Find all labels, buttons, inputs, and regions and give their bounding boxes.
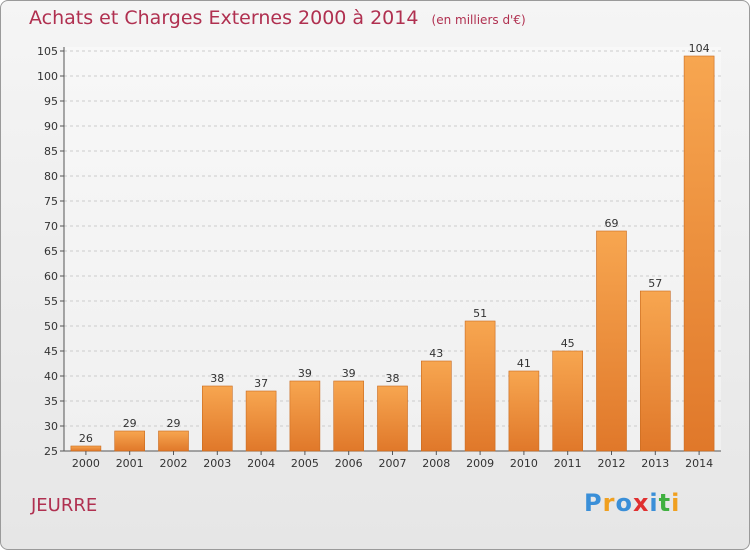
y-tick-label: 60	[44, 270, 58, 283]
x-tick-label: 2010	[510, 457, 538, 470]
bar-value-label: 41	[517, 357, 531, 370]
y-tick-label: 65	[44, 245, 58, 258]
y-tick-label: 95	[44, 95, 58, 108]
bar-value-label: 57	[648, 277, 662, 290]
bar	[70, 445, 102, 452]
bar	[245, 390, 277, 452]
y-tick-label: 90	[44, 120, 58, 133]
x-tick-label: 2011	[554, 457, 582, 470]
bar-value-label: 104	[689, 42, 710, 55]
bar	[683, 55, 715, 452]
x-tick-label: 2007	[379, 457, 407, 470]
y-tick-label: 70	[44, 220, 58, 233]
bar	[639, 290, 671, 452]
x-tick-label: 2003	[203, 457, 231, 470]
y-tick-label: 25	[44, 445, 58, 458]
x-tick-label: 2004	[247, 457, 275, 470]
y-tick-label: 80	[44, 170, 58, 183]
bar-value-label: 37	[254, 377, 268, 390]
bar	[202, 385, 233, 452]
commune-name: JEURRE	[31, 495, 98, 516]
bar	[333, 380, 365, 452]
x-tick-label: 2002	[160, 457, 188, 470]
bar	[420, 360, 452, 452]
bar-value-label: 43	[429, 347, 443, 360]
bar-value-label: 51	[473, 307, 487, 320]
bar	[508, 370, 540, 452]
logo-letter: r	[602, 489, 616, 517]
y-tick-label: 30	[44, 420, 58, 433]
bar-value-label: 29	[167, 417, 181, 430]
y-tick-label: 40	[44, 370, 58, 383]
y-tick-label: 50	[44, 320, 58, 333]
x-tick-label: 2012	[598, 457, 626, 470]
logo-letter: P	[584, 489, 603, 517]
bar-value-label: 26	[79, 432, 93, 445]
bar-value-label: 38	[210, 372, 224, 385]
y-tick-label: 105	[37, 45, 58, 58]
y-tick-label: 45	[44, 345, 58, 358]
y-tick-label: 85	[44, 145, 58, 158]
y-tick-label: 35	[44, 395, 58, 408]
bar	[377, 385, 408, 452]
bar	[158, 430, 189, 452]
logo-letter: o	[615, 489, 633, 517]
bar	[596, 230, 627, 452]
x-tick-label: 2008	[422, 457, 450, 470]
chart-title: Achats et Charges Externes 2000 à 2014	[29, 7, 419, 29]
x-tick-label: 2006	[335, 457, 363, 470]
logo-letter: x	[632, 489, 650, 517]
x-tick-label: 2009	[466, 457, 494, 470]
logo-letter: i	[671, 489, 681, 517]
chart-subtitle: (en milliers d'€)	[431, 13, 526, 27]
bar	[552, 350, 584, 452]
y-tick-label: 100	[37, 70, 58, 83]
logo-letter: i	[649, 489, 659, 517]
bar-value-label: 38	[386, 372, 400, 385]
bar	[289, 380, 321, 452]
x-tick-label: 2001	[116, 457, 144, 470]
title-row: Achats et Charges Externes 2000 à 2014 (…	[29, 7, 526, 29]
x-tick-label: 2014	[685, 457, 713, 470]
bar-value-label: 29	[123, 417, 137, 430]
y-tick-label: 75	[44, 195, 58, 208]
bar	[114, 430, 145, 452]
bar-value-label: 45	[561, 337, 575, 350]
x-tick-label: 2005	[291, 457, 319, 470]
bar-value-label: 39	[298, 367, 312, 380]
logo-letter: t	[658, 489, 672, 517]
y-tick-label: 55	[44, 295, 58, 308]
x-tick-label: 2013	[641, 457, 669, 470]
bar-value-label: 69	[605, 217, 619, 230]
bar	[464, 320, 496, 452]
proxiti-logo: Proxiti	[584, 489, 680, 517]
x-tick-label: 2000	[72, 457, 100, 470]
bar-value-label: 39	[342, 367, 356, 380]
